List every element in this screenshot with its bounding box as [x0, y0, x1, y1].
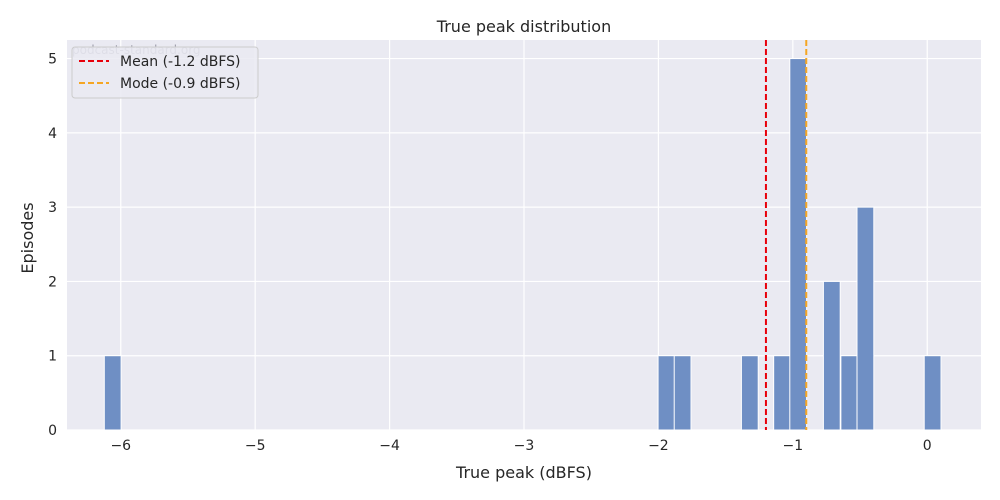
x-tick-label: −2 — [648, 438, 669, 454]
x-tick-label: −3 — [514, 438, 535, 454]
histogram-bar — [103, 355, 122, 431]
legend-label-mode: Mode (-0.9 dBFS) — [120, 76, 240, 92]
histogram-bar — [789, 58, 808, 431]
histogram-bar — [657, 355, 676, 431]
chart-title: True peak distribution — [436, 17, 611, 36]
y-axis-label: Episodes — [18, 202, 37, 273]
histogram-bar — [773, 355, 791, 431]
histogram-bar — [822, 280, 841, 431]
x-tick-label: −5 — [245, 438, 266, 454]
y-tick-label: 5 — [48, 52, 57, 68]
legend-box — [71, 46, 259, 99]
bars — [103, 58, 942, 431]
histogram-bar — [923, 355, 942, 431]
y-tick-label: 3 — [48, 200, 57, 216]
x-tick-label: −1 — [783, 438, 804, 454]
histogram-bar — [673, 355, 692, 431]
y-tick-label: 2 — [48, 274, 57, 290]
histogram-bar — [856, 206, 875, 431]
x-tick-label: −4 — [379, 438, 400, 454]
y-tick-labels: 0 1 2 3 4 5 — [48, 52, 57, 439]
legend-label-mean: Mean (-1.2 dBFS) — [120, 54, 240, 70]
x-tick-labels: −6 −5 −4 −3 −2 −1 0 — [110, 438, 931, 454]
x-tick-label: −6 — [110, 438, 131, 454]
y-tick-label: 0 — [48, 423, 57, 439]
x-axis-label: True peak (dBFS) — [455, 463, 592, 482]
y-tick-label: 1 — [48, 349, 57, 365]
y-tick-label: 4 — [48, 126, 57, 142]
histogram-bar — [840, 355, 859, 431]
x-tick-label: 0 — [923, 438, 932, 454]
histogram-bar — [740, 355, 759, 431]
reference-lines — [764, 40, 808, 430]
legend: Mean (-1.2 dBFS) Mode (-0.9 dBFS) — [71, 46, 259, 99]
